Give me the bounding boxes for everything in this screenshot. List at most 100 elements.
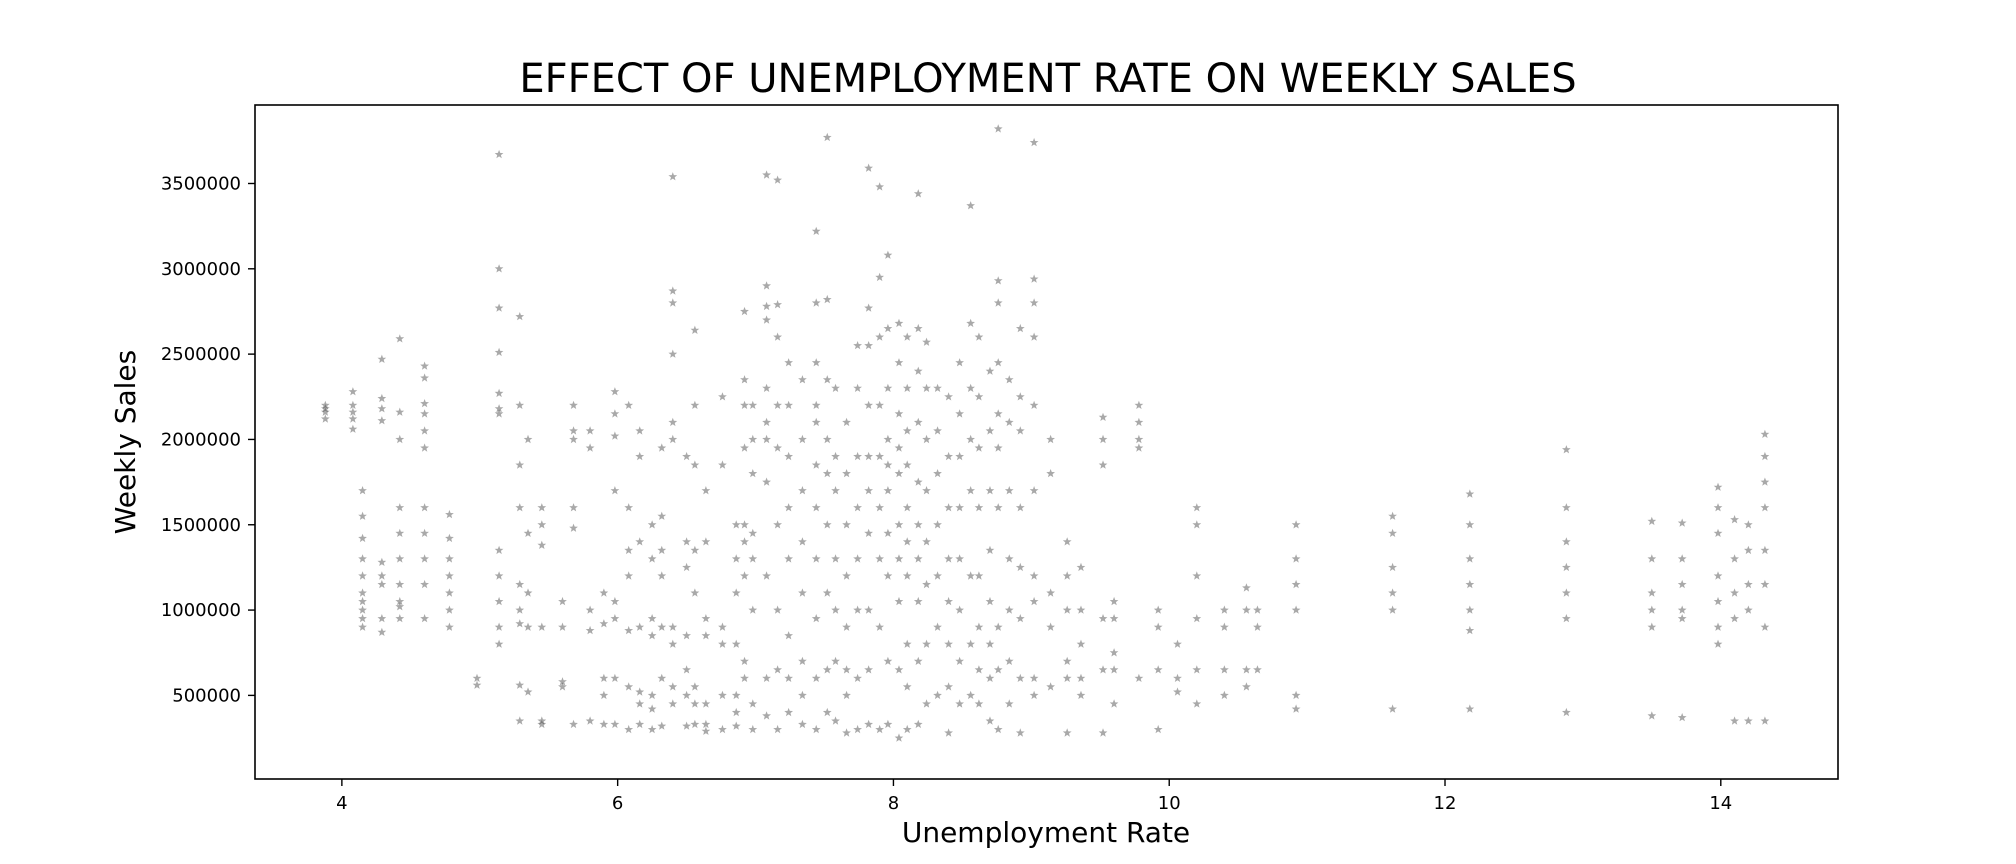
data-point <box>933 622 942 631</box>
data-point <box>798 375 807 384</box>
data-point <box>472 673 482 682</box>
data-point <box>1076 673 1086 682</box>
data-point <box>1730 515 1739 524</box>
data-point <box>1062 656 1072 665</box>
data-point <box>966 690 975 700</box>
data-point <box>515 503 525 512</box>
data-point <box>966 318 975 328</box>
data-point <box>1004 605 1014 614</box>
data-point <box>1029 673 1039 682</box>
data-point <box>610 614 620 623</box>
data-point <box>1076 690 1086 700</box>
data-point <box>831 486 840 495</box>
data-point <box>494 545 504 555</box>
data-point <box>718 724 727 734</box>
data-point <box>1192 520 1202 529</box>
data-point <box>974 332 984 341</box>
data-point <box>811 460 821 469</box>
x-tick-label: 4 <box>336 793 347 814</box>
data-point <box>377 557 387 566</box>
data-point <box>610 431 620 440</box>
data-point <box>420 579 429 589</box>
data-point <box>902 682 912 691</box>
data-point <box>1291 690 1301 700</box>
data-point <box>822 375 832 384</box>
data-point <box>395 602 405 611</box>
data-point <box>610 673 620 682</box>
data-point <box>842 469 851 478</box>
data-point <box>624 724 634 734</box>
data-point <box>1004 656 1014 665</box>
data-point <box>1076 639 1086 648</box>
data-point <box>494 639 504 648</box>
data-point <box>657 443 667 452</box>
data-point <box>569 503 578 512</box>
data-point <box>1647 588 1657 597</box>
data-point <box>1744 520 1753 529</box>
data-point <box>657 622 667 631</box>
data-point <box>377 627 387 636</box>
data-point <box>922 383 931 392</box>
data-point <box>1730 614 1739 623</box>
data-point <box>955 699 964 708</box>
data-point <box>1029 596 1039 606</box>
data-point <box>1562 588 1571 597</box>
data-point <box>955 409 964 418</box>
data-point <box>974 665 984 674</box>
data-point <box>494 264 504 273</box>
data-point <box>853 383 862 392</box>
data-point <box>798 656 807 665</box>
data-point <box>966 639 975 648</box>
data-point <box>798 537 807 546</box>
data-point <box>883 571 893 580</box>
data-point <box>701 719 711 729</box>
data-point <box>1062 571 1072 580</box>
data-point <box>668 434 678 444</box>
data-point <box>1291 605 1301 614</box>
data-point <box>701 614 711 623</box>
data-point <box>1388 528 1397 537</box>
data-point <box>1046 622 1055 631</box>
data-point <box>922 486 931 495</box>
data-point <box>558 622 567 631</box>
data-point <box>395 596 405 606</box>
data-point <box>875 400 884 409</box>
data-point <box>1647 622 1657 631</box>
data-point <box>1046 682 1055 691</box>
chart-title: EFFECT OF UNEMPLOYMENT RATE ON WEEKLY SA… <box>519 56 1576 102</box>
data-point <box>321 414 330 423</box>
data-point <box>762 711 771 720</box>
data-point <box>1465 554 1475 563</box>
data-point <box>798 690 807 700</box>
data-point <box>558 677 567 686</box>
data-point <box>1562 445 1571 454</box>
data-point <box>599 719 609 729</box>
data-point <box>682 631 691 640</box>
data-point <box>1465 605 1475 614</box>
data-point <box>955 656 964 665</box>
data-point <box>894 665 904 674</box>
data-point <box>1291 579 1301 589</box>
data-point <box>944 639 953 648</box>
data-point <box>635 451 645 461</box>
data-point <box>875 503 884 512</box>
data-point <box>762 434 771 444</box>
data-point <box>718 460 727 469</box>
data-point <box>784 358 793 367</box>
data-point <box>740 656 749 665</box>
data-point <box>690 460 700 469</box>
data-point <box>718 690 727 700</box>
data-point <box>955 451 964 461</box>
data-point <box>875 554 884 563</box>
data-point <box>515 605 525 614</box>
data-point <box>1015 503 1025 512</box>
data-point <box>377 579 387 589</box>
data-point <box>985 716 995 725</box>
data-point <box>811 503 821 512</box>
data-point <box>358 486 367 495</box>
data-point <box>944 596 953 606</box>
data-point <box>883 656 893 665</box>
data-point <box>1029 332 1039 341</box>
data-point <box>1744 716 1753 725</box>
data-point <box>348 400 358 409</box>
